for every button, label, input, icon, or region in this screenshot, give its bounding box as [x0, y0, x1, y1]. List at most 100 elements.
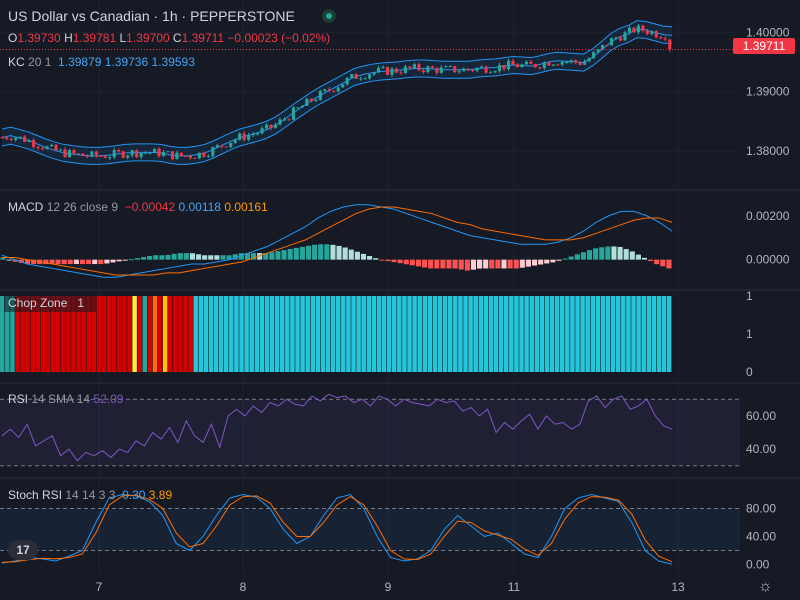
chop-zone-bar: [71, 296, 76, 372]
macd-histogram-bar: [244, 253, 250, 260]
macd-histogram-bar: [593, 248, 599, 260]
time-tick-label: 11: [508, 580, 521, 594]
chop-zone-bar: [61, 296, 66, 372]
rsi-pane: [0, 393, 740, 467]
candle-body: [14, 137, 18, 140]
macd-histogram-bar: [580, 252, 586, 260]
macd-histogram-bar: [0, 257, 6, 260]
macd-histogram-bar: [49, 259, 55, 265]
candle-body: [542, 62, 546, 69]
candle-body: [202, 152, 206, 157]
chop-legend[interactable]: Chop Zone 1: [8, 296, 84, 310]
stoch-d-line: [1, 494, 673, 563]
candle-body: [560, 62, 564, 65]
candle-body: [350, 74, 354, 78]
candle-body: [166, 151, 170, 153]
candle-body: [403, 66, 408, 74]
chop-zone-bar: [514, 296, 519, 372]
macd-histogram-bar: [18, 259, 24, 263]
chop-zone-bar: [437, 296, 443, 372]
candle-body: [515, 64, 520, 68]
candle-body: [233, 139, 237, 143]
chop-zone-bar: [519, 296, 524, 372]
macd-histogram-bar: [507, 259, 513, 269]
stoch-k-value: 0.30: [122, 488, 146, 502]
rsi-legend[interactable]: RSI 14 SMA 14 52.09: [8, 392, 123, 406]
macd-histogram-bar: [525, 259, 531, 267]
chop-zone-bar: [157, 296, 163, 372]
macd-pane: [0, 204, 673, 278]
candle-body: [592, 52, 596, 59]
chop-zone-bar: [346, 296, 351, 372]
macd-histogram-bar: [214, 255, 220, 260]
open-value: 1.39730: [17, 31, 61, 45]
candle-body: [359, 78, 363, 80]
settings-icon[interactable]: ☼: [758, 578, 773, 595]
tradingview-logo[interactable]: 17: [8, 540, 38, 560]
macd-histogram-bar: [305, 245, 312, 260]
chop-zone-bar: [524, 296, 529, 372]
candle-body: [103, 156, 107, 158]
chop-zone-bar: [188, 296, 193, 372]
chop-zone-bar: [330, 296, 336, 372]
chop-zone-bar: [254, 296, 260, 372]
chop-zone-bar: [173, 296, 178, 372]
chop-zone-bar: [259, 296, 265, 372]
candle-body: [300, 105, 304, 108]
candle-body: [49, 144, 54, 147]
macd-histogram-bar: [165, 254, 171, 260]
macd-histogram-bar: [397, 259, 403, 264]
macd-histogram-bar: [660, 259, 666, 267]
stoch-legend[interactable]: Stoch RSI 14 14 3 3 0.30 3.89: [8, 488, 172, 502]
candle-body: [480, 66, 484, 68]
chop-zone-bar: [468, 296, 473, 372]
chop-zone-bar: [20, 296, 25, 372]
high-label: H: [64, 31, 73, 45]
macd-histogram-bar: [538, 259, 544, 265]
macd-histogram-bar: [452, 259, 458, 269]
candle-body: [229, 142, 233, 148]
candle-body: [556, 64, 560, 66]
chop-zone-bar: [50, 296, 56, 372]
stoch-d-value: 3.89: [148, 488, 173, 502]
chop-zone-bar: [10, 296, 15, 372]
candle-body: [511, 60, 515, 65]
candle-body: [394, 68, 399, 73]
stoch-rsi-pane: [0, 493, 740, 565]
candle-body: [453, 66, 457, 73]
chop-zone-bar: [646, 296, 652, 372]
candle-body: [179, 152, 184, 156]
symbol-title[interactable]: US Dollar vs Canadian · 1h · PEPPERSTONE: [8, 8, 295, 24]
chop-zone-bar: [300, 296, 305, 372]
chop-zone-bar: [498, 296, 504, 372]
kc-legend[interactable]: KC 20 1 1.39879 1.39736 1.39593: [8, 55, 195, 69]
candle-body: [538, 67, 542, 69]
macd-histogram-bar: [318, 244, 324, 260]
chop-zone-bar: [585, 296, 590, 372]
candle-body: [63, 149, 67, 158]
macd-histogram-bar: [489, 259, 495, 269]
candle-body: [323, 89, 327, 91]
rsi-name: RSI: [8, 392, 29, 406]
macd-tick-label: 0.00000: [746, 253, 790, 267]
stoch-k-line: [1, 493, 673, 565]
candle-body: [399, 72, 403, 74]
candle-body: [18, 136, 22, 138]
candle-body: [605, 44, 609, 46]
candle-body: [9, 139, 13, 141]
macd-histogram-bar: [202, 255, 208, 260]
chop-zone-bar: [224, 296, 229, 372]
kc-params: 20 1: [28, 55, 52, 69]
chop-zone-bar: [310, 296, 316, 372]
chop-zone-bar: [381, 296, 387, 372]
candle-body: [650, 31, 654, 35]
candle-body: [85, 155, 89, 157]
candle-body: [309, 98, 313, 102]
candle-body: [341, 84, 345, 88]
candle-body: [385, 67, 390, 75]
macd-legend[interactable]: MACD 12 26 close 9 −0.00042 0.00118 0.00…: [8, 200, 268, 214]
candle-body: [614, 37, 618, 39]
chop-zone-bar: [478, 296, 484, 372]
chop-zone-bar: [641, 296, 646, 372]
